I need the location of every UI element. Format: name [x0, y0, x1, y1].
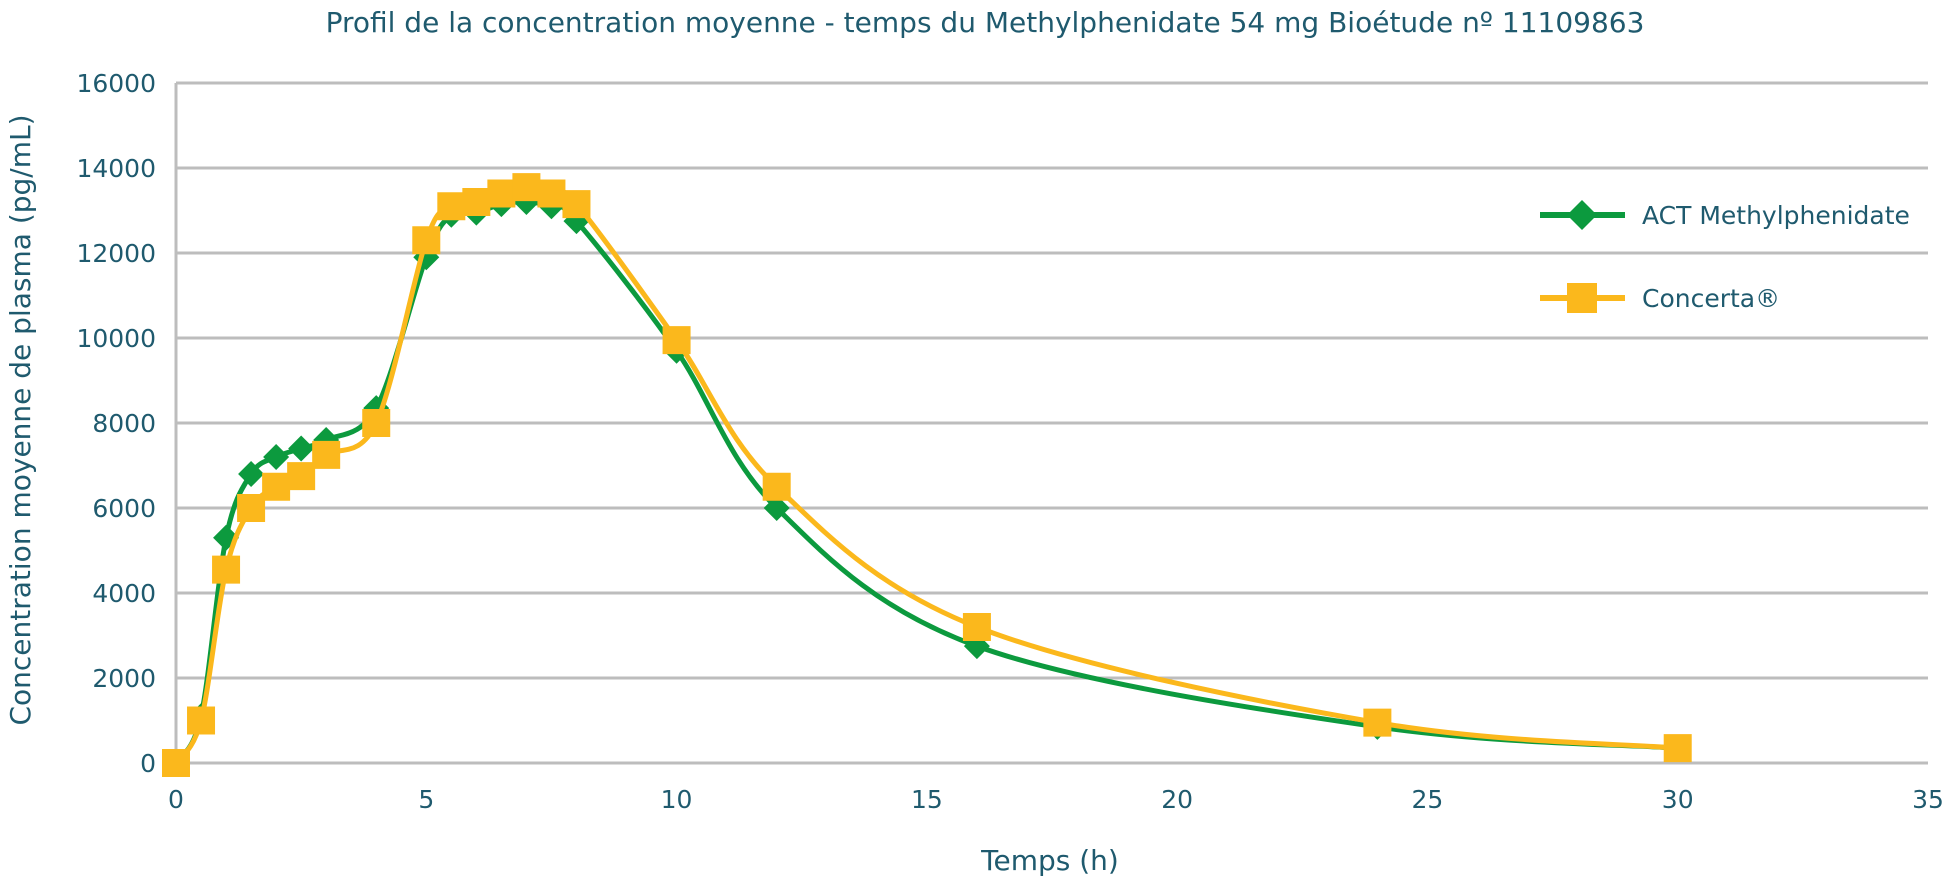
- y-tick-label: 14000: [76, 154, 156, 183]
- x-tick-label: 30: [1662, 785, 1694, 814]
- chart-title: Profil de la concentration moyenne - tem…: [326, 6, 1645, 39]
- data-point: [312, 440, 341, 469]
- data-point: [437, 192, 466, 221]
- x-tick-label: 5: [418, 785, 434, 814]
- x-tick-label: 20: [1161, 785, 1193, 814]
- x-tick-label: 10: [661, 785, 693, 814]
- y-tick-label: 16000: [76, 69, 156, 98]
- y-tick-label: 12000: [76, 239, 156, 268]
- data-point: [262, 472, 291, 501]
- x-tick-label: 0: [168, 785, 184, 814]
- x-axis-ticks: 0 5 10 15 20 25 30 35: [168, 785, 1944, 814]
- gridlines: [176, 81, 1928, 680]
- legend-label: ACT Methylphenidate: [1642, 201, 1910, 230]
- y-tick-label: 4000: [92, 579, 156, 608]
- data-point: [263, 444, 290, 470]
- y-tick-label: 6000: [92, 494, 156, 523]
- y-tick-label: 2000: [92, 664, 156, 693]
- data-point: [762, 472, 791, 501]
- x-tick-label: 35: [1912, 785, 1944, 814]
- data-point: [238, 461, 265, 487]
- series-layer: [162, 173, 1692, 777]
- legend-marker: [1567, 283, 1597, 313]
- y-tick-label: 0: [140, 749, 156, 778]
- data-point: [162, 749, 190, 777]
- x-tick-label: 25: [1412, 785, 1444, 814]
- data-point: [288, 435, 315, 462]
- data-point: [362, 409, 391, 437]
- legend-item: Concerta®: [1540, 283, 1780, 313]
- legend-label: Concerta®: [1642, 284, 1780, 313]
- series-concerta: [162, 173, 1692, 777]
- y-tick-label: 10000: [76, 324, 156, 353]
- y-axis-label: Concentration moyenne de plasma (pg/mL): [4, 114, 37, 725]
- legend: ACT Methylphenidate Concerta®: [1540, 200, 1910, 313]
- data-point: [763, 495, 790, 521]
- data-point: [512, 173, 541, 202]
- data-point: [212, 555, 241, 584]
- data-point: [962, 613, 991, 641]
- y-tick-label: 8000: [92, 409, 156, 438]
- series-act-methylphenidate: [163, 189, 1691, 776]
- data-point: [562, 190, 591, 219]
- legend-item: ACT Methylphenidate: [1540, 200, 1910, 230]
- data-point: [287, 462, 316, 491]
- data-point: [187, 706, 216, 735]
- data-point: [662, 326, 691, 355]
- data-point: [487, 179, 516, 208]
- data-point: [537, 179, 566, 208]
- data-point: [1363, 708, 1392, 737]
- data-point: [1663, 734, 1692, 763]
- x-axis-label: Temps (h): [980, 844, 1119, 877]
- data-point: [412, 226, 441, 255]
- data-point: [462, 188, 491, 216]
- x-tick-label: 15: [911, 785, 943, 814]
- y-axis-ticks: 0 2000 4000 6000 8000 10000 12000 14000 16000: [76, 69, 156, 778]
- data-point: [237, 494, 266, 522]
- legend-marker: [1567, 200, 1597, 230]
